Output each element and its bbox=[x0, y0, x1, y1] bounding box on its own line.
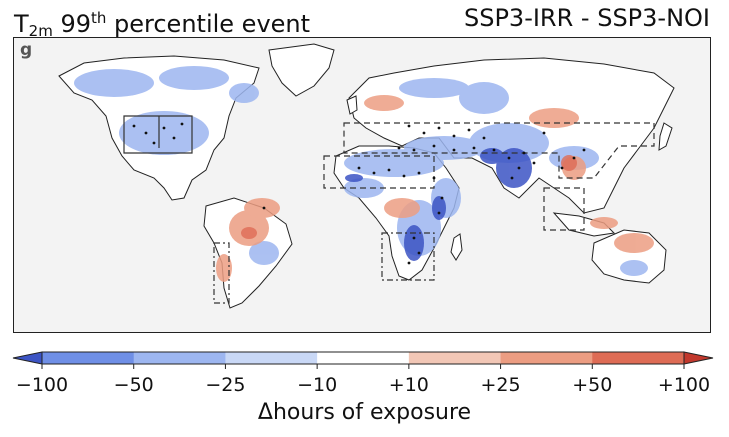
colorbar-tick-label: −25 bbox=[205, 374, 246, 396]
panel-label: g bbox=[20, 40, 33, 60]
colorbar-tick-label: −100 bbox=[15, 374, 69, 396]
colorbar-segment bbox=[225, 352, 318, 364]
region-box-seasia bbox=[543, 187, 585, 231]
madagascar bbox=[450, 233, 463, 261]
colorbar-tick-label: +25 bbox=[480, 374, 521, 396]
colorbar-segment bbox=[42, 352, 135, 364]
japan bbox=[658, 122, 673, 151]
colorbar-min-extension bbox=[12, 351, 43, 365]
colorbar-tick-label: +50 bbox=[572, 374, 613, 396]
greenland bbox=[268, 43, 335, 97]
significance-stippling bbox=[132, 122, 586, 265]
colorbar-tick-label: −50 bbox=[113, 374, 154, 396]
colorbar-outline bbox=[41, 351, 685, 365]
strong-positive-anomaly-areas bbox=[241, 155, 577, 239]
strong-negative-anomaly-areas bbox=[345, 148, 532, 261]
colorbar-segment bbox=[408, 352, 502, 364]
colorbar-segment bbox=[500, 352, 593, 364]
plot-title-variable: T2m 99th percentile event bbox=[14, 2, 310, 47]
region-box-na bbox=[123, 115, 193, 154]
colorbar-segments bbox=[42, 352, 685, 364]
colorbar-segment bbox=[317, 352, 410, 364]
region-box-asia bbox=[343, 122, 655, 179]
colorbar-tick-label: −10 bbox=[297, 374, 338, 396]
colorbar-segment bbox=[133, 352, 226, 364]
colorbar-ticks bbox=[41, 364, 685, 369]
british-isles bbox=[346, 95, 358, 115]
maritime-se-asia bbox=[552, 212, 616, 237]
region-box-africa bbox=[323, 155, 435, 189]
colorbar bbox=[12, 351, 714, 369]
world-map: g bbox=[13, 37, 711, 333]
region-box-sa bbox=[213, 242, 230, 304]
negative-anomaly-areas bbox=[74, 66, 648, 276]
colorbar-tick-label: +100 bbox=[657, 374, 711, 396]
title-99: 99 bbox=[52, 10, 91, 38]
title-event: percentile event bbox=[106, 10, 311, 38]
plot-title-scenario: SSP3-IRR - SSP3-NOI bbox=[463, 4, 710, 32]
title-subscript: 2m bbox=[28, 22, 53, 40]
region-box-southern-africa bbox=[381, 232, 435, 281]
colorbar-segment bbox=[592, 352, 685, 364]
region-boxes bbox=[123, 115, 655, 304]
colorbar-tick-label: +10 bbox=[388, 374, 429, 396]
title-superscript: th bbox=[91, 9, 107, 27]
colorbar-max-extension bbox=[683, 351, 714, 365]
title-t: T bbox=[14, 10, 29, 38]
colorbar-label: Δhours of exposure bbox=[257, 400, 472, 425]
